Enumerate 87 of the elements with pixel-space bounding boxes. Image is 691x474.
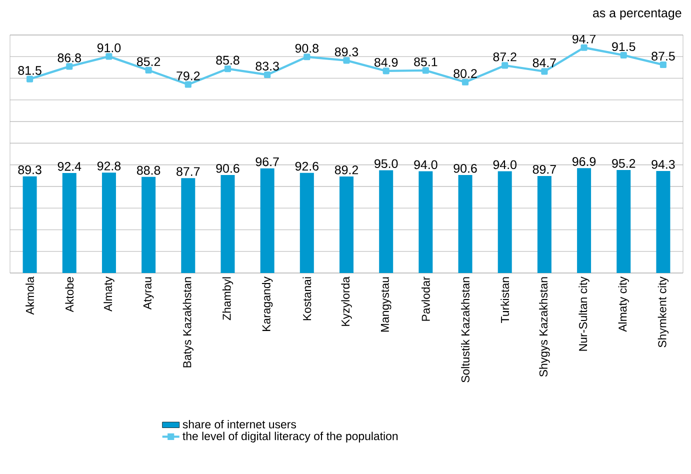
point — [26, 76, 34, 82]
data-label: 87.2 — [493, 52, 516, 62]
data-label: 88.8 — [136, 166, 160, 175]
x-tick-label: Shymkent city — [658, 276, 669, 348]
x-tick-label: Turkistan — [500, 277, 510, 323]
x-tick-label: Aktobe — [65, 277, 74, 312]
data-label: 85.2 — [136, 57, 160, 66]
data-label: 92.4 — [58, 162, 82, 171]
data-label: 79.2 — [176, 72, 200, 80]
data-label: 94.0 — [414, 160, 438, 170]
x-tick-label: Almaty city — [618, 276, 629, 332]
bar — [498, 171, 512, 273]
bar — [142, 176, 156, 273]
point — [422, 67, 429, 74]
point — [660, 61, 666, 68]
data-label: 80.2 — [454, 69, 477, 78]
x-tick-label: Kyzylorda — [341, 276, 352, 326]
x-tick-label: Pavlodar — [421, 276, 430, 321]
data-label: 89.2 — [334, 166, 358, 174]
data-label: 81.5 — [18, 66, 42, 75]
point — [224, 66, 232, 72]
x-tick-label: Soltustik Kazakhstan — [461, 277, 470, 382]
bar — [181, 178, 196, 273]
point — [264, 71, 271, 78]
bar — [577, 168, 592, 273]
bar — [379, 170, 394, 273]
point — [502, 62, 508, 69]
x-tick-label: Zhambyl — [222, 277, 234, 320]
bar — [537, 176, 552, 273]
bar — [418, 171, 433, 273]
x-tick-label: Akmola — [26, 276, 34, 315]
data-label: 92.6 — [295, 162, 318, 171]
x-tick-label: Batys Kazakhstan — [182, 277, 194, 368]
bar — [458, 174, 472, 273]
legend-label: share of internet users — [182, 420, 296, 428]
point — [580, 44, 588, 51]
data-label: 95.0 — [374, 159, 398, 168]
data-label: 83.3 — [256, 62, 279, 71]
x-tick-label: Almaty — [104, 276, 114, 312]
legend-label: the level of digital literacy of the population — [182, 432, 398, 442]
data-label: 87.7 — [176, 167, 200, 176]
data-label: 91.5 — [612, 42, 636, 52]
bar — [102, 172, 116, 273]
data-label: 87.5 — [652, 52, 675, 61]
data-label: 89.7 — [532, 164, 556, 174]
bar — [260, 168, 274, 273]
point — [382, 68, 390, 74]
text: as a percentage — [593, 9, 682, 20]
point — [541, 68, 548, 75]
data-label: 89.3 — [334, 47, 358, 56]
point — [184, 81, 192, 88]
bar — [22, 176, 37, 273]
bar — [656, 170, 670, 273]
point — [620, 52, 627, 59]
bar — [62, 173, 76, 273]
data-label: 86.8 — [58, 53, 81, 62]
data-label: 95.2 — [612, 159, 636, 168]
point — [304, 54, 310, 60]
data-label: 96.9 — [572, 157, 596, 166]
data-label: 94.3 — [652, 160, 675, 169]
bar — [300, 172, 314, 273]
data-label: 92.8 — [97, 162, 121, 170]
point — [145, 66, 152, 74]
data-label: 90.6 — [454, 164, 477, 173]
data-label: 85.8 — [216, 56, 240, 65]
x-tick-label: Karagandy — [262, 276, 273, 331]
point — [343, 57, 350, 64]
data-label: 96.7 — [256, 157, 279, 166]
x-tick-label: Atyrau — [143, 277, 154, 310]
data-label: 84.9 — [374, 58, 398, 67]
data-label: 90.6 — [216, 164, 240, 173]
x-tick-label: Kostanai — [302, 277, 312, 320]
data-label: 91.0 — [97, 43, 121, 52]
x-tick-label: Nur-Sultan city — [578, 276, 590, 351]
point — [66, 63, 73, 70]
data-label: 85.1 — [414, 57, 438, 66]
bar — [340, 176, 354, 273]
x-tick-label: Mangystau — [380, 277, 392, 332]
point — [106, 53, 112, 60]
data-label: 84.7 — [532, 58, 556, 68]
bar — [220, 174, 235, 273]
data-label: 94.0 — [493, 160, 516, 170]
bar — [616, 170, 631, 273]
point — [462, 78, 469, 86]
x-tick-label: Shygys Kazakhstan — [539, 277, 550, 377]
data-label: 90.8 — [295, 44, 318, 53]
data-label: 89.3 — [18, 165, 42, 174]
